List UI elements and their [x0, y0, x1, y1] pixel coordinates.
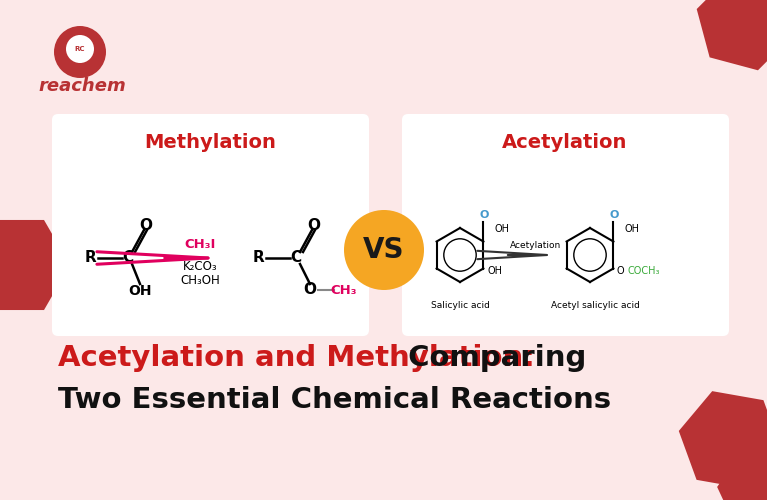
Text: K₂CO₃: K₂CO₃	[183, 260, 217, 272]
Text: Comparing: Comparing	[398, 344, 587, 372]
Circle shape	[66, 35, 94, 63]
Text: R: R	[252, 250, 264, 266]
Text: R: R	[84, 250, 96, 266]
Polygon shape	[696, 0, 767, 70]
Text: Salicylic acid: Salicylic acid	[430, 300, 489, 310]
Text: OH: OH	[495, 224, 509, 234]
Polygon shape	[717, 458, 767, 500]
Text: Two Essential Chemical Reactions: Two Essential Chemical Reactions	[58, 386, 611, 414]
Text: Acetylation: Acetylation	[510, 242, 561, 250]
Text: CH₃: CH₃	[331, 284, 357, 296]
Text: C: C	[123, 250, 133, 266]
Text: OH: OH	[487, 266, 502, 276]
Text: reachem: reachem	[38, 77, 126, 95]
Text: COCH₃: COCH₃	[627, 266, 660, 276]
Text: CH₃OH: CH₃OH	[180, 274, 220, 286]
Text: RC: RC	[74, 46, 85, 52]
Text: Acetyl salicylic acid: Acetyl salicylic acid	[551, 300, 640, 310]
Text: O: O	[308, 218, 321, 232]
Text: Acetylation and Methylation:: Acetylation and Methylation:	[58, 344, 535, 372]
Text: O: O	[479, 210, 489, 220]
Polygon shape	[0, 220, 70, 310]
Text: CH₃I: CH₃I	[184, 238, 216, 250]
Text: Methylation: Methylation	[144, 132, 276, 152]
Text: C: C	[291, 250, 301, 266]
Circle shape	[344, 210, 424, 290]
Text: O: O	[617, 266, 624, 276]
Circle shape	[54, 26, 106, 78]
Text: O: O	[140, 218, 153, 232]
Text: VS: VS	[364, 236, 405, 264]
Text: Acetylation: Acetylation	[502, 132, 627, 152]
FancyBboxPatch shape	[52, 114, 369, 336]
Text: O: O	[610, 210, 619, 220]
Text: OH: OH	[624, 224, 640, 234]
Text: O: O	[304, 282, 317, 298]
Polygon shape	[679, 391, 767, 489]
Text: OH: OH	[128, 284, 152, 298]
FancyBboxPatch shape	[402, 114, 729, 336]
